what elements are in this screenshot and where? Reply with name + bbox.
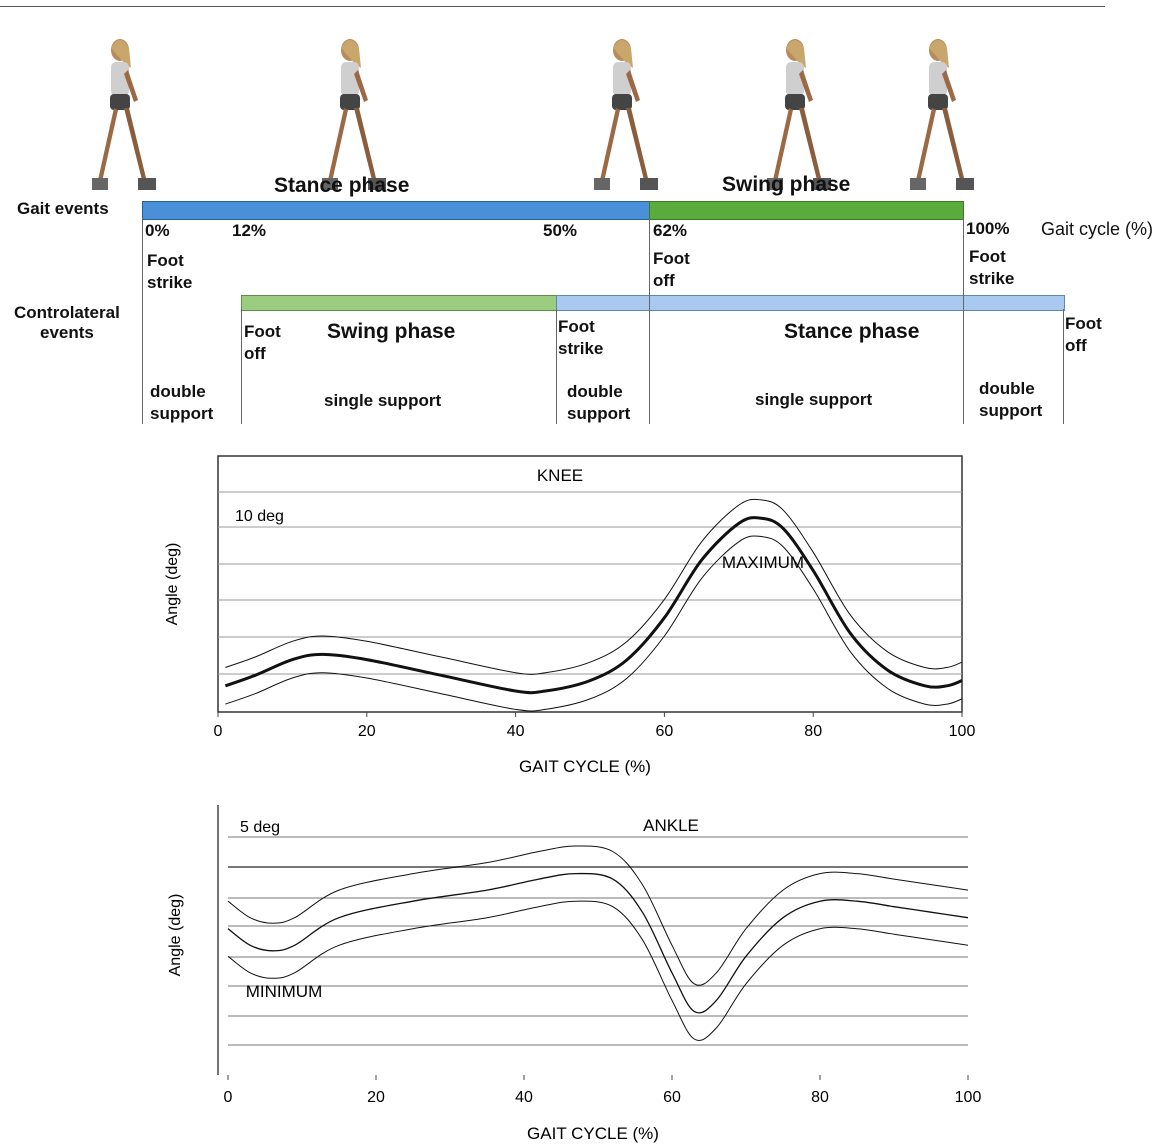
knee-xlabel: GAIT CYCLE (%) bbox=[519, 757, 651, 776]
knee-title: KNEE bbox=[537, 466, 583, 485]
ankle-x-ticks: 0 20 40 60 80 100 bbox=[224, 1075, 982, 1106]
contra-swing-bar bbox=[241, 295, 558, 311]
guide-line-50 bbox=[556, 309, 557, 424]
ankle-mean-line bbox=[227, 872, 969, 1014]
tick-0: 0% bbox=[145, 221, 170, 240]
contra-stance-phase-label: Stance phase bbox=[784, 320, 920, 343]
contra-foot-strike-50-line2: strike bbox=[558, 339, 604, 358]
walking-figures bbox=[92, 39, 974, 190]
top-rule bbox=[0, 6, 1105, 7]
ankle-lower-line bbox=[227, 900, 969, 1041]
knee-mean-line bbox=[224, 516, 963, 695]
top-swing-phase-label: Swing phase bbox=[722, 173, 851, 196]
ankle-scale-note: 5 deg bbox=[240, 819, 280, 836]
knee-tick-label: 0 bbox=[214, 723, 223, 740]
knee-tick-label: 100 bbox=[949, 723, 976, 740]
foot-strike-0-line2: strike bbox=[147, 273, 193, 292]
guide-line-62 bbox=[649, 218, 650, 424]
guide-line-0 bbox=[142, 218, 143, 424]
knee-tick-label: 20 bbox=[358, 723, 376, 740]
single-support-1: single support bbox=[324, 391, 442, 410]
ankle-tick-label: 80 bbox=[811, 1089, 829, 1106]
ankle-upper-line bbox=[227, 845, 969, 986]
contra-stance-bar bbox=[556, 295, 1065, 311]
knee-annotation: MAXIMUM bbox=[722, 553, 804, 572]
knee-lower-line bbox=[225, 535, 963, 712]
ankle-gridlines bbox=[228, 836, 968, 1046]
ankle-tick-label: 40 bbox=[515, 1089, 533, 1106]
knee-ylabel: Angle (deg) bbox=[164, 543, 181, 626]
ankle-series bbox=[227, 845, 969, 1041]
knee-upper-line bbox=[225, 498, 963, 675]
foot-strike-100-line2: strike bbox=[969, 269, 1015, 288]
ankle-title: ANKLE bbox=[643, 816, 699, 835]
walker-figure-2 bbox=[322, 39, 386, 190]
walker-figure-5 bbox=[910, 39, 974, 190]
tick-50: 50% bbox=[543, 221, 578, 240]
ankle-tick-label: 0 bbox=[224, 1089, 233, 1106]
guide-line-100 bbox=[963, 218, 964, 424]
ankle-tick-label: 60 bbox=[663, 1089, 681, 1106]
double-support-1-line2: support bbox=[150, 404, 214, 423]
double-support-2-line2: support bbox=[567, 404, 631, 423]
knee-tick-label: 40 bbox=[507, 723, 525, 740]
gait-cycle-label: Gait cycle (%) bbox=[1041, 219, 1154, 239]
double-support-3-line1: double bbox=[979, 379, 1035, 398]
contra-foot-off-100-line1: Foot bbox=[1065, 314, 1102, 333]
ankle-xlabel: GAIT CYCLE (%) bbox=[527, 1124, 659, 1143]
knee-tick-label: 60 bbox=[656, 723, 674, 740]
knee-scale-note: 10 deg bbox=[235, 508, 284, 525]
contralateral-label-line2: events bbox=[40, 323, 94, 342]
tick-100: 100% bbox=[966, 219, 1010, 238]
foot-off-62-line1: Foot bbox=[653, 249, 690, 268]
foot-strike-100-line1: Foot bbox=[969, 247, 1006, 266]
contra-foot-off-12-line1: Foot bbox=[244, 322, 281, 341]
single-support-2: single support bbox=[755, 390, 873, 409]
contra-foot-off-100-line2: off bbox=[1065, 336, 1087, 355]
ankle-annotation: MINIMUM bbox=[246, 982, 322, 1001]
guide-line-12 bbox=[241, 309, 242, 424]
double-support-1-line1: double bbox=[150, 382, 206, 401]
contra-foot-strike-50-line1: Foot bbox=[558, 317, 595, 336]
walker-figure-1 bbox=[92, 39, 156, 190]
double-support-2-line1: double bbox=[567, 382, 623, 401]
stance-phase-bar bbox=[142, 201, 651, 220]
knee-tick-label: 80 bbox=[804, 723, 822, 740]
knee-x-ticks: 0 20 40 60 80 100 bbox=[214, 712, 976, 740]
walker-figure-4 bbox=[767, 39, 831, 190]
contra-swing-phase-label: Swing phase bbox=[327, 320, 456, 343]
ankle-chart: 0 20 40 60 80 100 ANKLE 5 deg MINIMUM GAIT CY… bbox=[167, 805, 982, 1143]
tick-12: 12% bbox=[232, 221, 267, 240]
swing-phase-bar bbox=[649, 201, 964, 220]
foot-strike-0-line1: Foot bbox=[147, 251, 184, 270]
double-support-3-line2: support bbox=[979, 401, 1043, 420]
tick-62: 62% bbox=[653, 221, 688, 240]
top-stance-phase-label: Stance phase bbox=[274, 174, 410, 197]
contra-foot-off-12-line2: off bbox=[244, 344, 266, 363]
gait-events-label: Gait events bbox=[17, 199, 109, 218]
ankle-ylabel: Angle (deg) bbox=[167, 894, 184, 977]
knee-series bbox=[224, 498, 963, 712]
foot-off-62-line2: off bbox=[653, 271, 675, 290]
knee-chart: 0 20 40 60 80 100 KNEE 10 deg MAXIMUM GAIT CY… bbox=[164, 455, 976, 776]
guide-line-contra-end bbox=[1063, 309, 1064, 424]
walker-figure-3 bbox=[594, 39, 658, 190]
ankle-tick-label: 20 bbox=[367, 1089, 385, 1106]
ankle-tick-label: 100 bbox=[955, 1089, 982, 1106]
contralateral-label-line1: Controlateral bbox=[14, 303, 120, 322]
knee-plot-frame bbox=[217, 455, 963, 713]
